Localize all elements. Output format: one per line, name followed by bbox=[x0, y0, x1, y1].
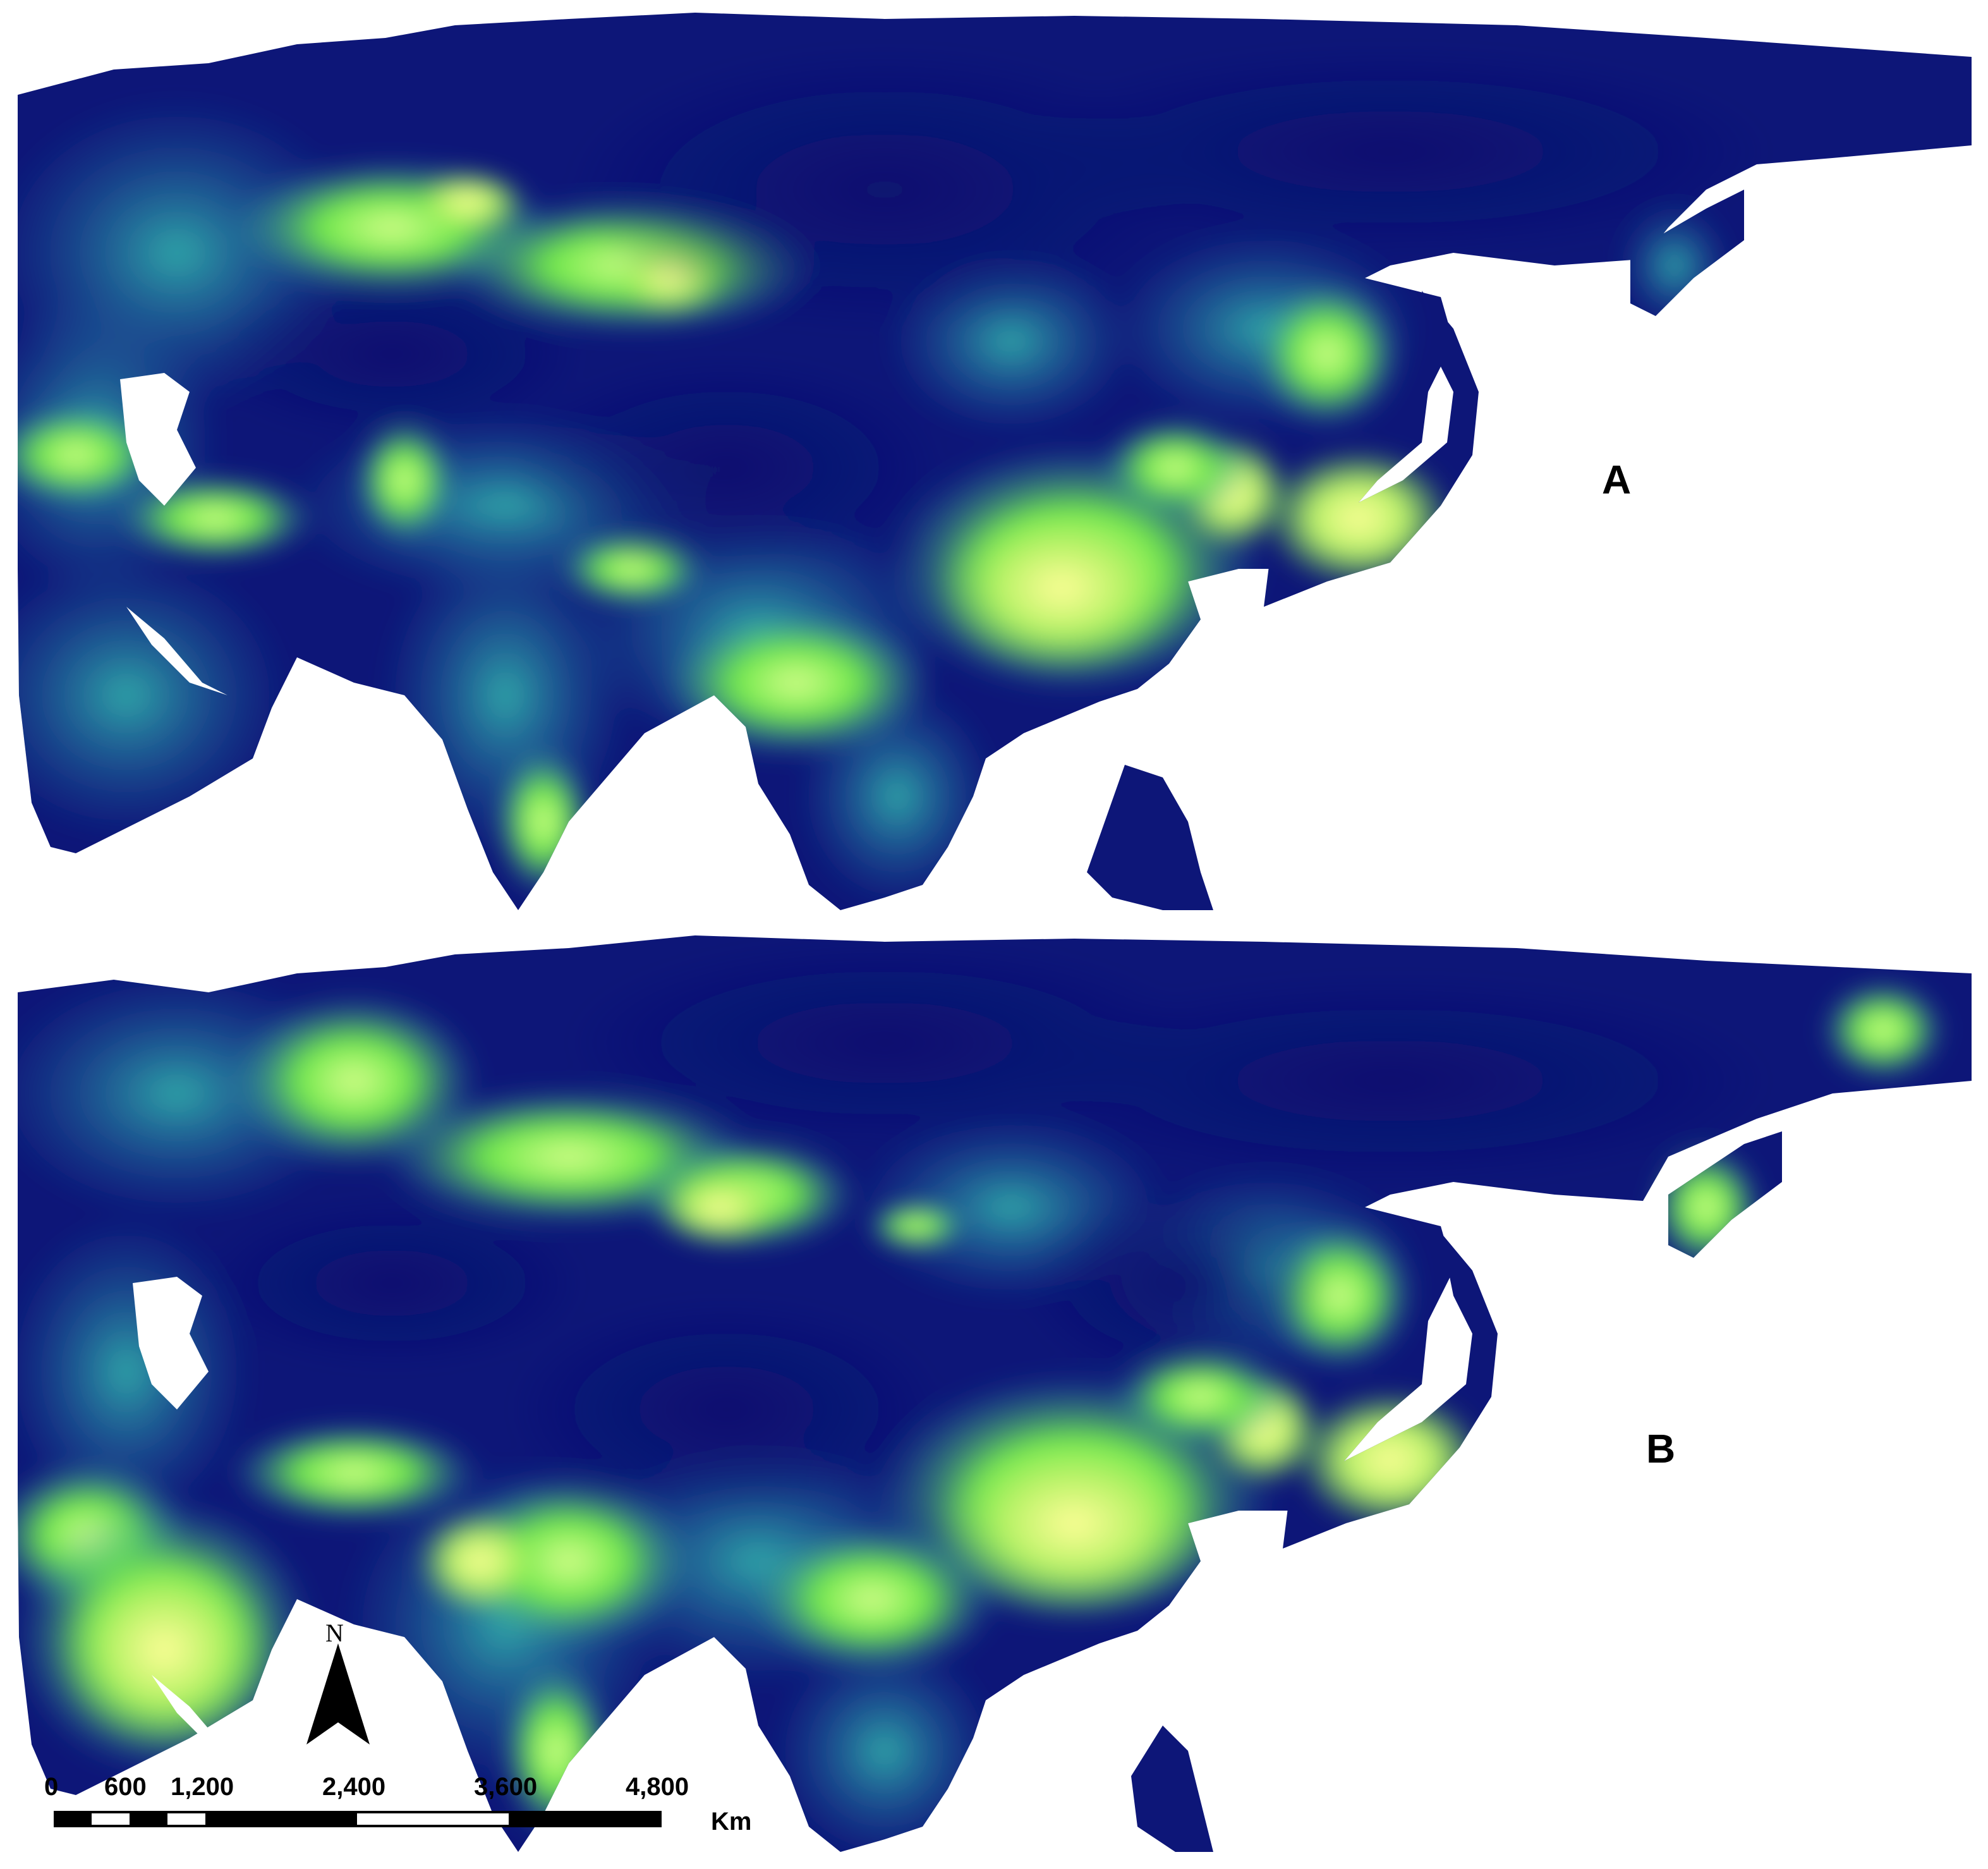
map-a-raster bbox=[18, 13, 1972, 910]
scale-tick-label: 1,200 bbox=[171, 1773, 234, 1801]
map-panel-b: B bbox=[0, 929, 1988, 1869]
caspian-sea bbox=[133, 1277, 209, 1409]
map-panel-a: A bbox=[0, 0, 1988, 929]
scale-tick-label: 2,400 bbox=[322, 1773, 386, 1801]
scale-tick-label: 3,600 bbox=[474, 1773, 538, 1801]
scale-unit: Km bbox=[711, 1808, 752, 1836]
scale-tick-label: 0 bbox=[44, 1773, 59, 1801]
caspian-sea bbox=[120, 373, 196, 506]
persian-gulf bbox=[126, 607, 227, 695]
persian-gulf bbox=[152, 1675, 253, 1763]
scale-bar-segments bbox=[54, 1811, 662, 1827]
north-arrow-icon bbox=[306, 1643, 370, 1744]
north-arrow-letter: N bbox=[325, 1619, 344, 1647]
panel-label-b: B bbox=[1646, 1426, 1676, 1471]
scale-bar: 0 600 1,200 2,400 3,600 4,800 Km bbox=[44, 1773, 751, 1842]
scale-tick-label: 600 bbox=[104, 1773, 147, 1801]
panel-label-a: A bbox=[1602, 457, 1632, 502]
scale-tick-label: 4,800 bbox=[626, 1773, 689, 1801]
map-b-raster bbox=[18, 935, 1972, 1852]
